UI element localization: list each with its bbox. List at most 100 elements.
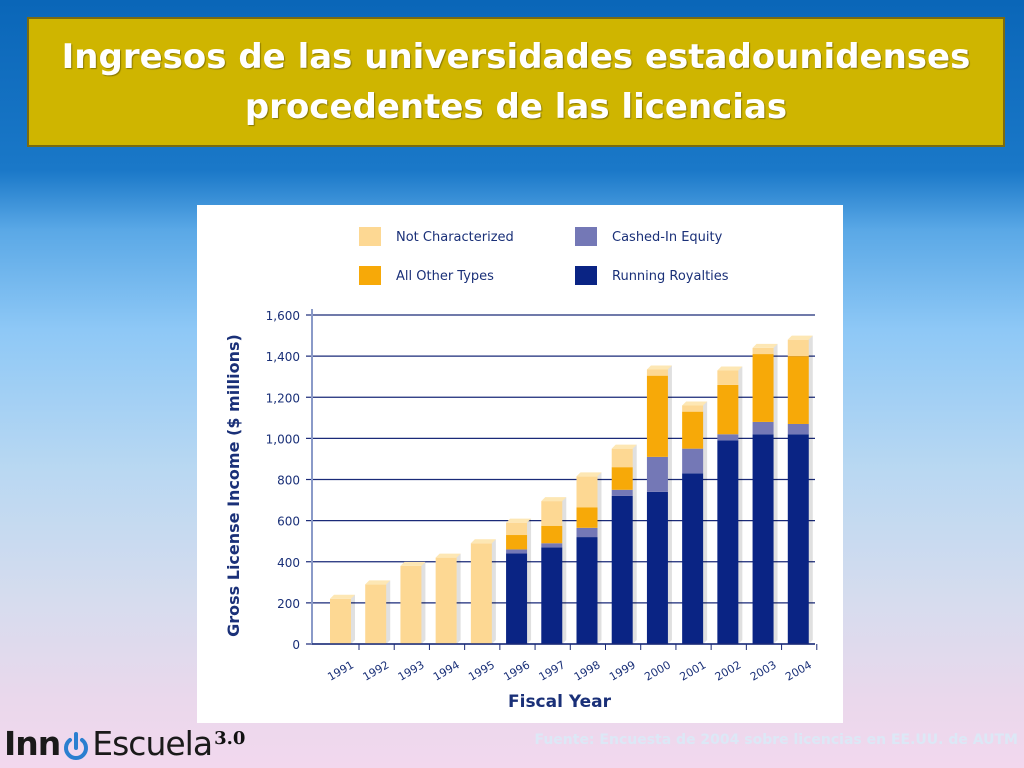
legend-swatch xyxy=(575,266,597,285)
y-tick-label: 1,400 xyxy=(266,350,300,364)
bar-segment xyxy=(506,522,528,536)
bar-segment xyxy=(717,370,739,385)
logo-text-inn: Inn xyxy=(4,724,61,763)
logo-text-escuela: Escuela xyxy=(92,724,213,763)
legend-label: Not Characterized xyxy=(396,230,514,245)
x-tick-label: 1999 xyxy=(607,658,638,683)
x-tick-label: 2000 xyxy=(642,658,673,683)
bar-segment xyxy=(435,557,457,644)
bar-segment xyxy=(611,495,633,644)
bar-top-cap xyxy=(400,561,426,566)
bar-segment xyxy=(576,507,598,528)
bar-segment xyxy=(576,527,598,538)
y-tick-label: 600 xyxy=(277,515,300,529)
bar-segment xyxy=(787,423,809,435)
legend-label: Cashed-In Equity xyxy=(612,230,723,245)
slide-title-box: Ingresos de las universidades estadounid… xyxy=(27,17,1005,147)
bar-segment xyxy=(752,347,774,355)
bar-side-shade xyxy=(808,335,813,644)
bar-segment xyxy=(576,476,598,508)
y-tick-label: 0 xyxy=(292,638,300,652)
bar-segment xyxy=(470,543,492,644)
bar-segment xyxy=(330,598,351,644)
bar-side-shade xyxy=(491,539,496,644)
bar-side-shade xyxy=(456,553,461,644)
y-tick-label: 400 xyxy=(277,556,300,570)
bar-top-cap xyxy=(506,518,532,523)
x-axis-title: Fiscal Year xyxy=(508,692,612,712)
bar-segment xyxy=(646,375,668,457)
bar-top-cap xyxy=(435,553,461,558)
bar-top-cap xyxy=(330,594,355,599)
bar-segment xyxy=(611,467,633,490)
legend-swatch xyxy=(359,227,381,246)
bar-side-shade xyxy=(597,472,602,644)
bar-side-shade xyxy=(632,444,637,644)
logo-version: 3.0 xyxy=(214,728,246,749)
bar-segment xyxy=(787,356,809,424)
bar-segment xyxy=(646,369,668,376)
bar-segment xyxy=(646,456,668,492)
bar-segment xyxy=(752,354,774,422)
legend-swatch xyxy=(575,227,597,246)
y-axis-title: Gross License Income ($ millions) xyxy=(224,334,243,637)
bar-segment xyxy=(787,434,809,644)
slide-title-line-2: procedentes de las licencias xyxy=(244,87,788,127)
bar-segment xyxy=(400,565,422,644)
bar-segment xyxy=(682,448,704,474)
chart-panel: Not Characterized Cashed-In Equity All Oth… xyxy=(197,205,843,723)
bar-top-cap xyxy=(611,444,637,449)
bar-segment xyxy=(717,384,739,435)
x-tick-label: 1993 xyxy=(396,658,427,683)
bar-segment xyxy=(506,535,528,550)
y-tick-label: 1,600 xyxy=(266,309,300,323)
bar-segment xyxy=(541,525,563,544)
y-tick-label: 1,000 xyxy=(266,432,300,446)
bar-side-shade xyxy=(421,561,426,644)
bar-side-shade xyxy=(527,518,532,644)
bar-top-cap xyxy=(470,539,496,544)
bar-side-shade xyxy=(667,365,672,644)
bar-top-cap xyxy=(576,472,602,477)
bar-segment xyxy=(506,553,528,644)
x-tick-label: 2002 xyxy=(713,658,744,683)
bar-side-shade xyxy=(351,594,355,644)
bar-top-cap xyxy=(787,335,813,340)
x-tick-label: 1992 xyxy=(361,658,392,683)
license-income-chart: Not Characterized Cashed-In Equity All Oth… xyxy=(224,227,818,712)
bar-segment xyxy=(682,411,704,449)
x-tick-label: 1994 xyxy=(431,658,462,683)
bar-segment xyxy=(717,440,739,644)
bar-side-shade xyxy=(738,366,743,644)
legend-label: All Other Types xyxy=(396,269,494,284)
bar-top-cap xyxy=(646,365,672,370)
bar-side-shade xyxy=(562,497,567,644)
x-tick-label: 1995 xyxy=(466,658,497,683)
bar-segment xyxy=(752,421,774,435)
bar-segment xyxy=(787,339,809,357)
x-tick-label: 1998 xyxy=(572,658,603,683)
legend-label: Running Royalties xyxy=(612,269,729,284)
bar-segment xyxy=(611,448,633,468)
bar-top-cap xyxy=(752,343,778,348)
y-tick-label: 200 xyxy=(277,597,300,611)
slide-title: Ingresos de las universidades estadounid… xyxy=(46,32,986,132)
x-tick-label: 2003 xyxy=(748,658,779,683)
bar-top-cap xyxy=(541,497,567,502)
y-tick-label: 800 xyxy=(277,474,300,488)
bar-segment xyxy=(506,549,528,554)
innoescuela-logo: Inn Escuela 3.0 xyxy=(4,724,245,768)
chart-legend: Not Characterized Cashed-In Equity All Oth… xyxy=(359,227,729,285)
legend-swatch xyxy=(359,266,381,285)
bar-segment xyxy=(541,543,563,548)
bar-segment xyxy=(752,434,774,644)
bar-segment xyxy=(646,491,668,644)
bar-side-shade xyxy=(386,580,391,644)
bar-top-cap xyxy=(717,366,743,371)
source-note: Fuente: Encuesta de 2004 sobre licencias… xyxy=(534,732,1018,748)
x-tick-label: 2001 xyxy=(678,658,709,683)
bar-segment xyxy=(611,489,633,496)
power-icon xyxy=(61,724,91,764)
chart-grid xyxy=(312,314,815,645)
bar-top-cap xyxy=(365,580,391,585)
